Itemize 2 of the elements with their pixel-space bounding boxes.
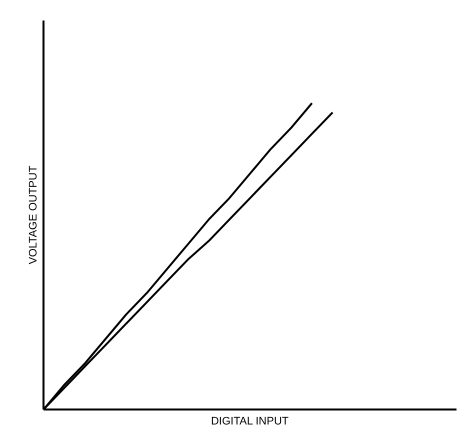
x-axis-title: DIGITAL INPUT xyxy=(210,416,289,428)
y-axis-title: VOLTAGE OUTPUT xyxy=(28,165,40,264)
